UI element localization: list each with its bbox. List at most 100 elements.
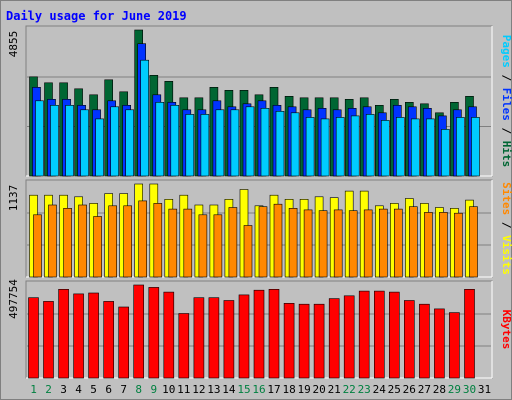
bar-kbytes-day-15 [238, 294, 250, 379]
bar-pages-day-11 [185, 114, 195, 177]
bar-kbytes-day-24 [373, 290, 385, 379]
bar-kbytes-day-16 [253, 289, 265, 379]
bar-sites-day-7 [123, 205, 132, 278]
bar-kbytes-day-13 [208, 297, 220, 379]
bar-kbytes-day-12 [193, 297, 205, 379]
x-tick-label: 14 [222, 383, 236, 396]
bar-sites-day-14 [228, 207, 238, 278]
bar-pages-day-13 [215, 109, 225, 177]
legend-entry: KBytes [500, 310, 512, 350]
bar-pages-day-29 [456, 117, 465, 177]
legend-entry: / [500, 215, 512, 235]
bar-pages-day-19 [305, 117, 315, 177]
bar-sites-day-4 [78, 204, 87, 278]
bar-sites-day-25 [393, 208, 403, 278]
bar-pages-day-7 [125, 109, 134, 177]
bar-sites-day-2 [48, 204, 57, 278]
bar-pages-day-18 [290, 112, 300, 177]
bar-sites-day-10 [168, 208, 178, 278]
bar-kbytes-day-28 [434, 308, 445, 379]
bar-sites-day-27 [424, 212, 433, 278]
bar-kbytes-day-10 [163, 291, 175, 379]
bar-kbytes-day-1 [28, 297, 39, 379]
bar-kbytes-day-14 [223, 300, 235, 379]
panel-hits-files-pages: 4855 Pages / Files / Hits [7, 25, 512, 177]
bar-kbytes-day-5 [88, 292, 99, 379]
bar-kbytes-day-21 [328, 298, 340, 379]
bar-sites-day-24 [378, 208, 388, 278]
x-tick-label: 6 [105, 383, 112, 396]
bar-kbytes-day-6 [103, 301, 114, 379]
panel-max-label: 1137 [7, 185, 20, 212]
x-tick-label: 17 [267, 383, 280, 396]
bar-sites-day-11 [183, 208, 193, 278]
bar-pages-day-22 [350, 115, 360, 177]
panels-layer: 4855 Pages / Files / Hits 1137 Sites / Visi… [7, 25, 512, 379]
bar-pages-day-20 [320, 118, 330, 177]
bar-kbytes-day-2 [43, 301, 54, 379]
bar-kbytes-day-7 [118, 306, 129, 379]
bar-sites-day-18 [288, 208, 298, 278]
x-tick-label: 24 [373, 383, 387, 396]
bar-sites-day-26 [408, 206, 418, 278]
panel-legend: Sites / Visits [500, 182, 512, 275]
legend-entry: Sites [500, 182, 512, 215]
panel-kbytes: 497754 KBytes [7, 279, 512, 379]
bar-pages-day-4 [80, 109, 89, 177]
bar-pages-day-12 [200, 114, 210, 177]
bar-kbytes-day-8 [133, 284, 144, 379]
x-tick-label: 11 [177, 383, 190, 396]
bar-pages-day-17 [275, 111, 285, 177]
bar-sites-day-15 [243, 225, 253, 278]
bar-pages-day-15 [245, 106, 255, 177]
bar-sites-day-30 [469, 206, 478, 278]
x-tick-label: 23 [358, 383, 371, 396]
bar-kbytes-day-19 [298, 303, 310, 379]
legend-entry: Visits [500, 235, 512, 275]
x-tick-label: 16 [252, 383, 265, 396]
x-tick-label: 20 [312, 383, 325, 396]
x-tick-label: 7 [120, 383, 127, 396]
bar-sites-day-21 [333, 209, 343, 278]
bar-sites-day-28 [439, 212, 448, 278]
bar-kbytes-day-20 [313, 303, 325, 379]
bar-sites-day-13 [213, 214, 223, 278]
bar-sites-day-9 [153, 203, 163, 278]
bar-pages-day-10 [170, 105, 180, 177]
bar-sites-day-17 [273, 203, 283, 278]
legend-entry: / [500, 121, 512, 141]
x-tick-label: 25 [388, 383, 401, 396]
x-tick-label: 28 [433, 383, 446, 396]
x-axis: 1 2 3 4 5 6 7 8 9 10 11 12 13 14 15 16 17 18 19 20 21 22 23 24 2… [30, 383, 491, 396]
bar-pages-day-1 [35, 100, 44, 177]
x-tick-label: 2 [45, 383, 52, 396]
x-tick-label: 26 [403, 383, 416, 396]
panel-max-label: 4855 [7, 31, 20, 58]
x-tick-label: 19 [297, 383, 310, 396]
bar-kbytes-day-9 [148, 287, 160, 379]
bar-sites-day-23 [363, 209, 373, 278]
bar-kbytes-day-23 [358, 290, 370, 379]
bar-kbytes-day-22 [343, 295, 355, 379]
legend-entry: Pages [500, 35, 512, 68]
bar-sites-day-16 [258, 206, 268, 278]
bar-pages-day-30 [471, 117, 480, 177]
x-tick-label: 18 [282, 383, 295, 396]
x-tick-label: 30 [463, 383, 476, 396]
bar-sites-day-29 [454, 212, 463, 278]
bar-sites-day-8 [138, 200, 147, 278]
x-tick-label: 12 [192, 383, 205, 396]
bar-pages-day-23 [365, 114, 375, 177]
bar-sites-day-1 [33, 214, 42, 278]
legend-entry: / [500, 68, 512, 88]
x-tick-label: 27 [418, 383, 431, 396]
bar-pages-day-21 [335, 117, 345, 177]
bar-pages-day-16 [260, 108, 270, 177]
bar-pages-day-2 [50, 105, 59, 177]
bar-sites-day-12 [198, 214, 208, 278]
x-tick-label: 29 [448, 383, 461, 396]
bar-kbytes-day-25 [388, 291, 400, 379]
bar-pages-day-6 [110, 106, 119, 177]
panel-max-label: 497754 [7, 279, 20, 319]
